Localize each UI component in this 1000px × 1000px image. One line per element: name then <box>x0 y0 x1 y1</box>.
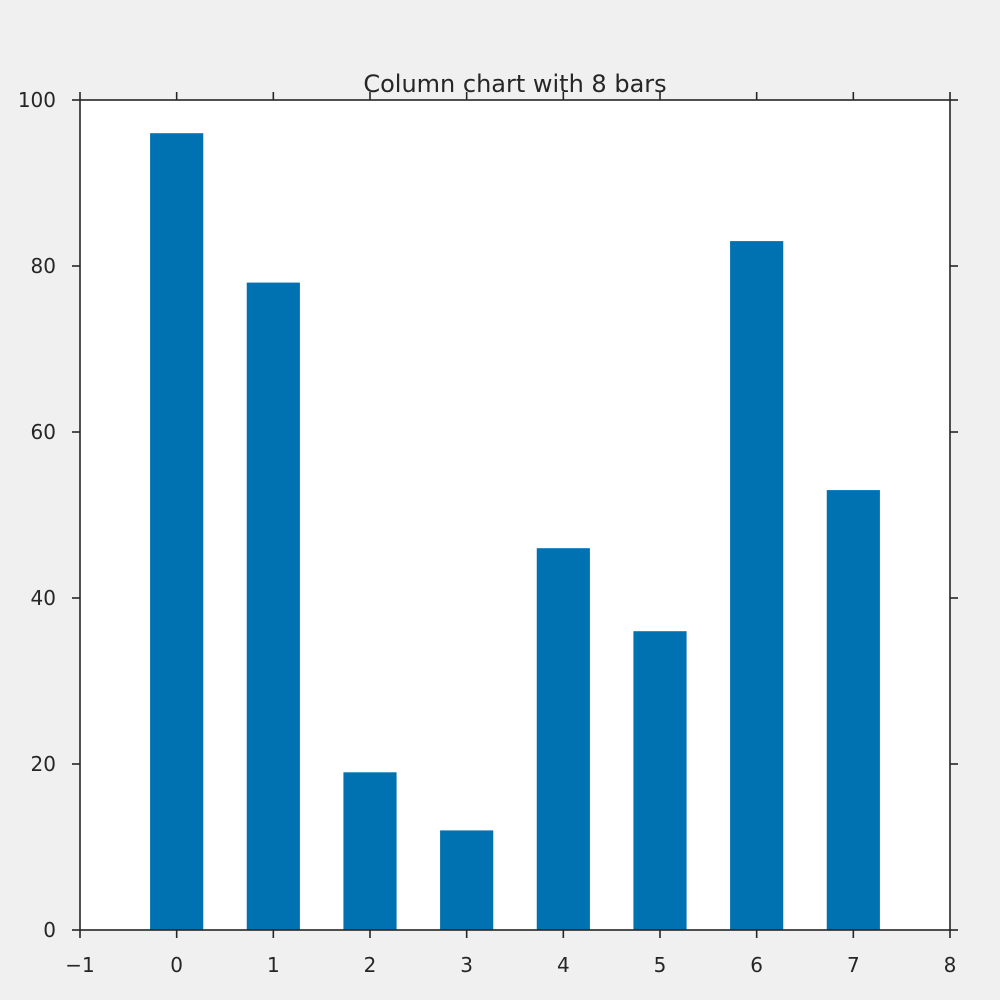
x-tick-label: 6 <box>750 953 763 977</box>
y-tick-label: 0 <box>43 918 56 942</box>
y-tick-label: 40 <box>31 586 56 610</box>
y-tick-label: 20 <box>31 752 56 776</box>
y-tick-label: 100 <box>18 88 56 112</box>
bars-layer <box>150 133 880 931</box>
bar-2 <box>343 772 397 930</box>
x-tick-label: 3 <box>460 953 473 977</box>
x-tick-label: 0 <box>170 953 183 977</box>
chart-title: Column chart with 8 bars <box>363 70 666 98</box>
bar-0 <box>150 133 204 930</box>
x-tick-label: 2 <box>364 953 377 977</box>
bar-4 <box>536 548 590 930</box>
x-tick-label: 8 <box>944 953 957 977</box>
x-tick-label: −1 <box>65 953 94 977</box>
bar-3 <box>440 830 494 930</box>
bar-1 <box>246 282 300 931</box>
plot-area <box>80 100 950 930</box>
x-tick-label: 4 <box>557 953 570 977</box>
y-tick-label: 60 <box>31 420 56 444</box>
x-tick-label: 7 <box>847 953 860 977</box>
bar-6 <box>730 241 784 931</box>
bar-7 <box>826 490 880 930</box>
y-tick-label: 80 <box>31 254 56 278</box>
bar-5 <box>633 631 687 930</box>
x-tick-label: 5 <box>654 953 667 977</box>
plot-frame <box>79 99 951 931</box>
x-tick-label: 1 <box>267 953 280 977</box>
